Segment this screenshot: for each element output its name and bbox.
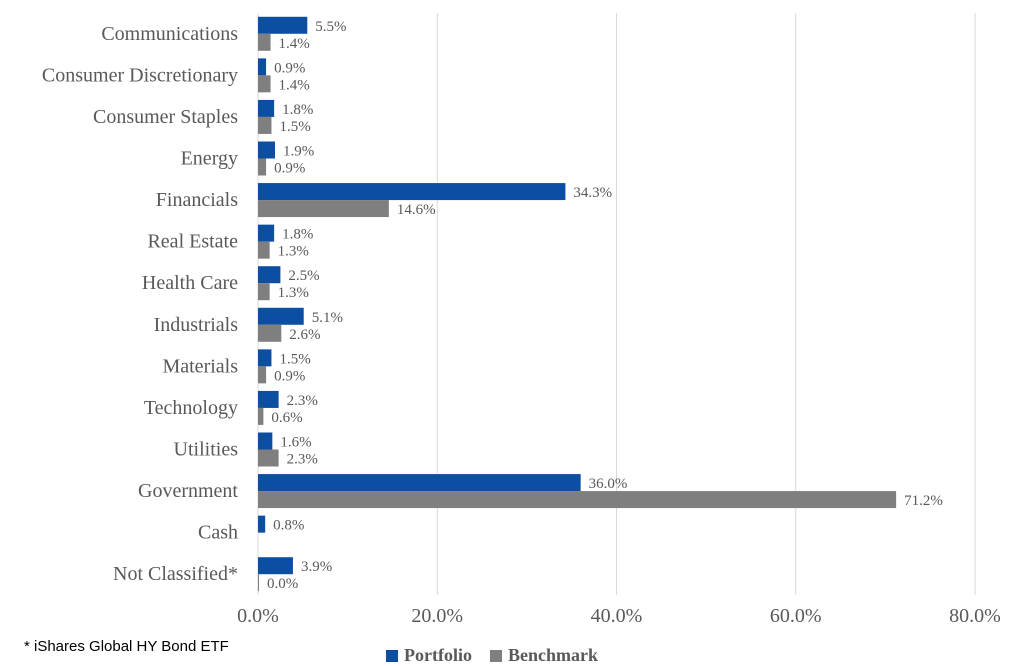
bar-benchmark [258, 116, 272, 134]
data-label: 0.9% [274, 161, 305, 177]
category-label: Consumer Staples [93, 106, 238, 128]
category-label: Energy [181, 148, 238, 170]
data-label: 1.4% [279, 36, 310, 52]
legend-swatch-portfolio [386, 649, 398, 662]
bar-benchmark [258, 449, 279, 467]
data-label: 2.5% [288, 268, 319, 284]
category-label: Materials [162, 355, 238, 377]
x-tick-label: 20.0% [411, 605, 463, 627]
bar-portfolio [258, 266, 281, 284]
x-tick-label: 40.0% [591, 605, 643, 627]
category-label: Communications [101, 23, 238, 45]
data-label: 1.8% [282, 227, 313, 243]
data-label: 0.9% [274, 60, 305, 76]
legend-item-portfolio: Portfolio [386, 645, 472, 666]
bar-portfolio [258, 141, 276, 159]
bar-portfolio [258, 432, 273, 450]
bar-benchmark [258, 366, 267, 384]
bar-benchmark [258, 324, 282, 342]
bar-portfolio [258, 183, 566, 201]
bar-benchmark [258, 491, 897, 509]
data-label: 14.6% [397, 202, 436, 218]
bar-portfolio [258, 349, 272, 367]
data-label: 0.6% [271, 410, 302, 426]
data-label: 0.8% [273, 518, 304, 534]
bar-portfolio [258, 557, 293, 575]
bar-portfolio [258, 390, 279, 408]
data-label: 2.3% [287, 393, 318, 409]
data-label: 0.9% [274, 368, 305, 384]
bar-portfolio [258, 307, 304, 325]
bar-benchmark [258, 158, 267, 176]
bar-portfolio [258, 515, 266, 533]
data-label: 3.9% [301, 559, 332, 575]
data-label: 1.3% [278, 244, 309, 260]
legend-item-benchmark: Benchmark [489, 645, 598, 666]
category-label: Financials [156, 189, 238, 211]
bar-portfolio [258, 58, 267, 76]
legend-swatch-benchmark [489, 649, 502, 662]
x-tick-label: 60.0% [770, 605, 822, 627]
data-label: 1.6% [280, 435, 311, 451]
data-label: 1.4% [279, 77, 310, 93]
bar-benchmark [258, 283, 270, 301]
x-tick-label: 80.0% [949, 605, 1001, 627]
data-label: 34.3% [573, 185, 612, 201]
data-label: 1.5% [279, 119, 310, 135]
data-label: 1.5% [279, 351, 310, 367]
category-label: Technology [144, 397, 238, 419]
data-label: 5.5% [315, 19, 346, 35]
category-label: Not Classified* [113, 563, 238, 585]
data-label: 36.0% [589, 476, 628, 492]
bar-portfolio [258, 224, 275, 242]
bar-portfolio [258, 16, 308, 34]
bar-benchmark [258, 574, 259, 592]
category-label: Cash [198, 522, 238, 544]
category-label: Consumer Discretionary [42, 64, 238, 86]
x-tick-label: 0.0% [237, 605, 279, 627]
data-label: 1.9% [283, 144, 314, 160]
bar-benchmark [258, 241, 270, 259]
category-label: Government [138, 480, 238, 502]
data-label: 71.2% [904, 493, 943, 509]
bar-portfolio [258, 99, 275, 117]
data-label: 2.6% [289, 327, 320, 343]
category-label: Real Estate [147, 231, 238, 253]
data-label: 1.8% [282, 102, 313, 118]
legend-label-portfolio: Portfolio [404, 645, 472, 665]
bar-benchmark [258, 407, 264, 425]
bar-benchmark [258, 33, 271, 51]
bar-benchmark [258, 75, 271, 93]
data-label: 5.1% [312, 310, 343, 326]
data-label: 1.3% [278, 285, 309, 301]
category-label: Utilities [174, 439, 239, 461]
bar-portfolio [258, 474, 581, 492]
data-label: 0.0% [267, 576, 298, 592]
legend-label-benchmark: Benchmark [507, 645, 598, 665]
bar-benchmark [258, 200, 389, 218]
legend: Portfolio Benchmark [386, 645, 598, 666]
data-label: 2.3% [287, 452, 318, 468]
footnote: * iShares Global HY Bond ETF [24, 638, 229, 655]
category-label: Health Care [142, 272, 238, 294]
category-label: Industrials [154, 314, 239, 336]
